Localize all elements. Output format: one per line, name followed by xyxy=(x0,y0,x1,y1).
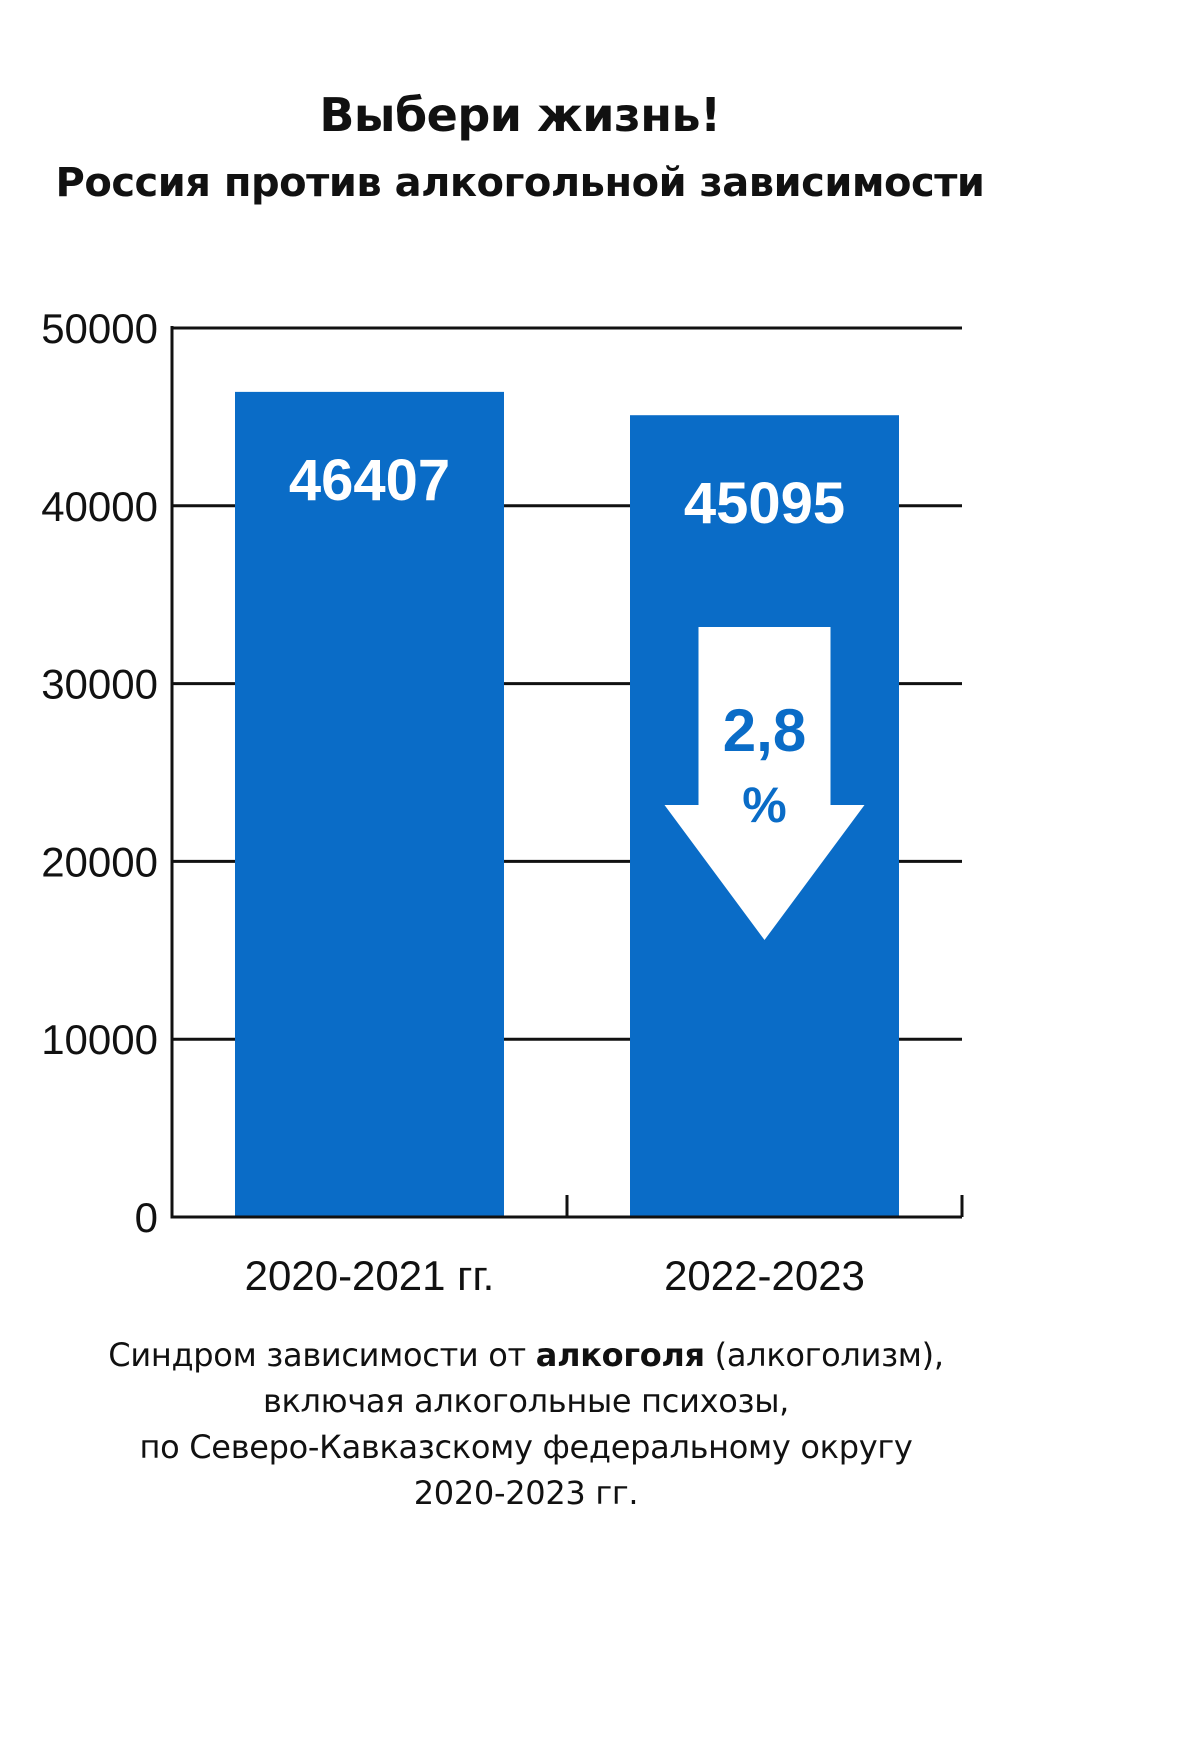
decrease-unit: % xyxy=(742,777,786,833)
decrease-value: 2,8 xyxy=(723,697,806,764)
chart-title: Выбери жизнь! xyxy=(319,88,721,142)
caption-line-3: по Северо-Кавказскому федеральному округ… xyxy=(139,1428,913,1466)
bar xyxy=(235,391,504,1217)
y-tick-label: 40000 xyxy=(41,483,158,530)
caption-line-2: включая алкогольные психозы, xyxy=(262,1382,790,1420)
axes xyxy=(170,326,964,1219)
decrease-arrow: 2,8 % xyxy=(664,627,865,940)
caption-text: Синдром зависимости от xyxy=(108,1336,536,1374)
bar-value-label: 45095 xyxy=(684,471,845,536)
bar-value-label: 46407 xyxy=(289,448,450,513)
y-tick-label: 30000 xyxy=(41,661,158,708)
chart-subtitle: Россия против алкогольной зависимости xyxy=(55,160,985,206)
x-tick-labels: 2020-2021 гг. 2022-2023 xyxy=(245,1252,865,1299)
caption-text: (алкоголизм), xyxy=(704,1336,944,1374)
y-tick-label: 10000 xyxy=(41,1016,158,1063)
chart-caption: Синдром зависимости от алкоголя (алкогол… xyxy=(0,1332,1052,1516)
caption-line-4: 2020-2023 гг. xyxy=(413,1474,639,1512)
x-tick-label: 2022-2023 xyxy=(664,1252,865,1299)
bar-chart: 0 10000 20000 30000 40000 50000 2020-2021 гг.… xyxy=(41,305,964,1299)
caption-emphasis: алкоголя xyxy=(535,1336,705,1374)
y-tick-label: 20000 xyxy=(41,838,158,885)
y-tick-labels: 0 10000 20000 30000 40000 50000 xyxy=(41,305,158,1241)
y-tick-label: 50000 xyxy=(41,305,158,352)
caption-line-1: Синдром зависимости от алкоголя (алкогол… xyxy=(0,1332,1052,1378)
down-arrow-icon xyxy=(664,627,865,940)
y-tick-label: 0 xyxy=(135,1194,158,1241)
bar-value-labels: 46407 45095 xyxy=(289,448,845,536)
x-tick-label: 2020-2021 гг. xyxy=(245,1252,495,1299)
